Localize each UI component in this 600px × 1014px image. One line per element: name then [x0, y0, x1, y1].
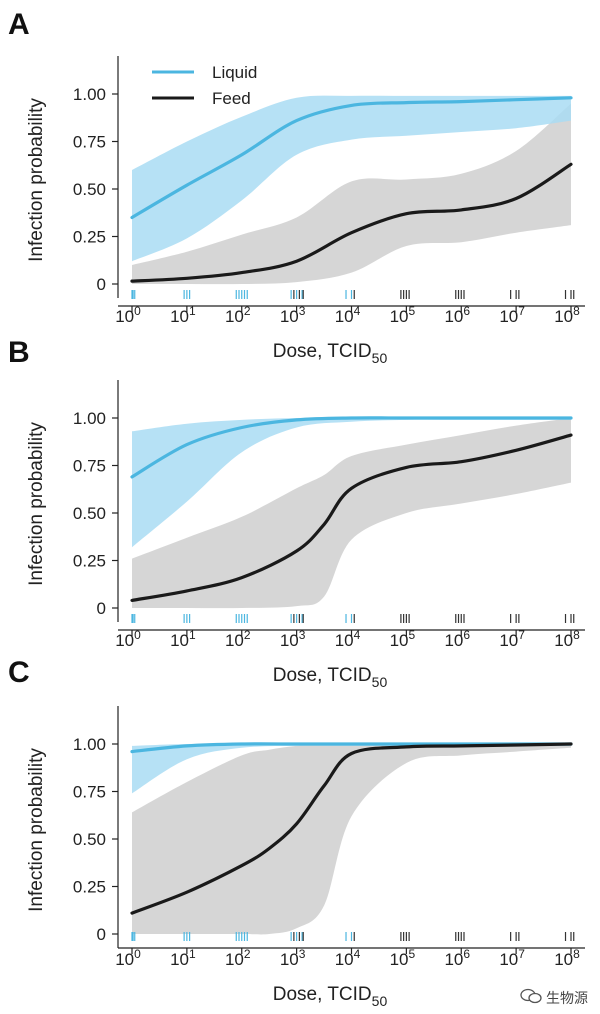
x-tick-label: 104: [335, 947, 361, 969]
x-tick-label: 100: [115, 304, 141, 326]
y-tick-label: 0: [97, 925, 106, 944]
x-tick-label: 108: [554, 304, 580, 326]
x-tick-label: 106: [444, 628, 470, 650]
x-tick-label: 107: [499, 304, 525, 326]
watermark-text: 生物源: [546, 991, 588, 1007]
x-tick-label: 100: [115, 947, 141, 969]
y-tick-label: 0.75: [73, 133, 106, 152]
legend-label-feed: Feed: [212, 89, 251, 108]
y-tick-label: 0: [97, 599, 106, 618]
x-tick-label: 103: [280, 628, 306, 650]
band-liquid: [132, 95, 571, 262]
x-tick-label: 108: [554, 628, 580, 650]
x-tick-label: 102: [225, 628, 251, 650]
panel-letter: A: [8, 8, 30, 41]
wechat-icon: [520, 988, 542, 1006]
x-tick-label: 102: [225, 947, 251, 969]
y-tick-label: 0.25: [73, 878, 106, 897]
panel-letter: B: [8, 336, 30, 369]
x-axis-title: Dose, TCID50: [273, 341, 388, 366]
x-tick-label: 102: [225, 304, 251, 326]
y-tick-label: 0.25: [73, 228, 106, 247]
series-line-feed: [130, 162, 573, 283]
band-liquid: [132, 743, 571, 794]
x-tick-label: 108: [554, 947, 580, 969]
y-tick-label: 0.25: [73, 552, 106, 571]
panel-c: C 0 0.25 0.50 0.75 1.00 100 101 102 103 104 105 106 1…: [8, 656, 585, 1009]
y-axis-title: Infection probability: [26, 422, 47, 586]
x-tick-label: 106: [444, 947, 470, 969]
series-line-feed: [130, 433, 573, 602]
band-feed: [132, 103, 571, 285]
y-tick-label: 0.50: [73, 830, 106, 849]
y-tick-label: 1.00: [73, 735, 106, 754]
x-tick-label: 106: [444, 304, 470, 326]
panel-b: B 0 0.25 0.50 0.75 1.00 100 101 102 103 104 105 106 1…: [8, 336, 585, 690]
x-tick-label: 105: [390, 947, 416, 969]
panel-a: A 0 0.25 0.50 0.75 1.00 100 101 102 103 104 105 106 1…: [8, 8, 585, 366]
y-tick-label: 1.00: [73, 409, 106, 428]
x-axis-title: Dose, TCID50: [273, 665, 388, 690]
band-feed: [132, 418, 571, 609]
band-feed: [132, 743, 571, 935]
x-tick-label: 103: [280, 304, 306, 326]
series-line-feed: [130, 742, 573, 915]
x-tick-label: 104: [335, 304, 361, 326]
watermark: 生物源: [520, 988, 588, 1008]
y-tick-label: 0.75: [73, 457, 106, 476]
y-axis-title: Infection probability: [26, 98, 47, 262]
x-tick-label: 104: [335, 628, 361, 650]
x-tick-label: 103: [280, 947, 306, 969]
y-tick-label: 0: [97, 275, 106, 294]
y-axis-title: Infection probability: [26, 748, 47, 912]
x-tick-label: 101: [170, 628, 196, 650]
y-tick-label: 0.50: [73, 504, 106, 523]
x-tick-label: 105: [390, 628, 416, 650]
x-tick-label: 100: [115, 628, 141, 650]
y-tick-label: 1.00: [73, 85, 106, 104]
x-tick-label: 107: [499, 628, 525, 650]
legend-label-liquid: Liquid: [212, 63, 257, 82]
band-liquid: [132, 417, 571, 548]
x-tick-label: 107: [499, 947, 525, 969]
x-tick-label: 101: [170, 947, 196, 969]
legend: Liquid Feed: [152, 63, 257, 108]
x-tick-label: 105: [390, 304, 416, 326]
y-tick-label: 0.50: [73, 180, 106, 199]
x-tick-label: 101: [170, 304, 196, 326]
x-axis-title: Dose, TCID50: [273, 984, 388, 1009]
series-line-liquid: [130, 416, 573, 479]
y-tick-label: 0.75: [73, 783, 106, 802]
panel-letter: C: [8, 656, 30, 689]
series-line-liquid: [130, 96, 573, 220]
